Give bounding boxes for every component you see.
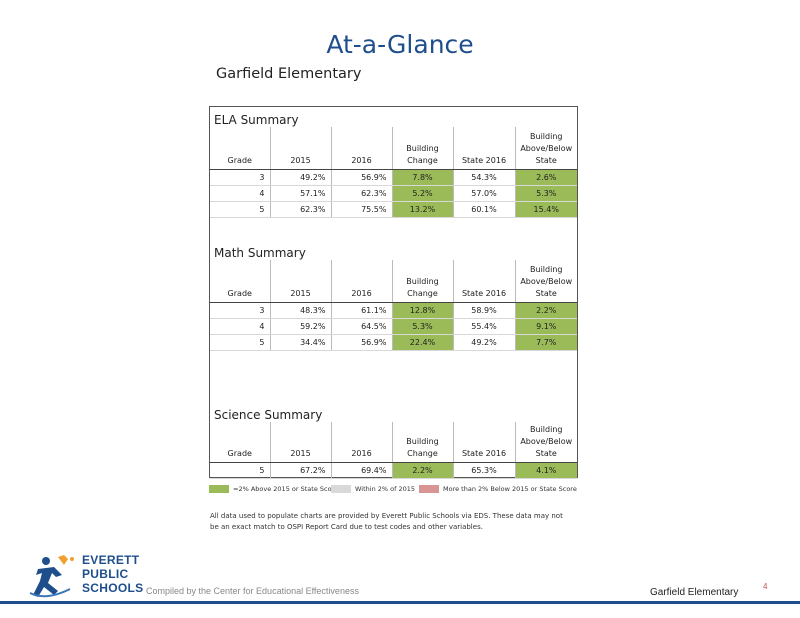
table-row: 4 59.2% 64.5% 5.3% 55.4% 9.1% xyxy=(210,318,577,335)
cell-change: 13.2% xyxy=(391,201,453,218)
school-name: Garfield Elementary xyxy=(216,66,362,82)
cell-grade: 3 xyxy=(210,302,270,319)
col-grade: Grade xyxy=(210,260,270,303)
col-2015: 2015 xyxy=(269,422,331,463)
cell-state: 57.0% xyxy=(452,185,515,202)
ela-summary-title: ELA Summary xyxy=(214,113,299,127)
table-row: 5 34.4% 56.9% 22.4% 49.2% 7.7% xyxy=(210,334,577,351)
cell-grade: 3 xyxy=(210,169,270,186)
col-above-below-state: Building Above/Below State xyxy=(514,127,577,170)
col-2016: 2016 xyxy=(330,260,392,303)
cell-2015: 62.3% xyxy=(269,201,331,218)
data-source-note: All data used to populate charts are pro… xyxy=(210,512,563,531)
col-state-2016: State 2016 xyxy=(452,422,515,463)
logo-line-everett: EVERETT xyxy=(82,553,140,567)
cell-2015: 57.1% xyxy=(269,185,331,202)
runner-icon xyxy=(29,555,74,598)
col-state-2016: State 2016 xyxy=(452,127,515,170)
cell-above-below: 15.4% xyxy=(514,201,577,218)
page-title: At-a-Glance xyxy=(326,30,474,59)
summary-panel: ELA Summary Grade 2015 2016 Building Cha… xyxy=(209,106,578,479)
col-grade: Grade xyxy=(210,422,270,463)
table-row: 5 62.3% 75.5% 13.2% 60.1% 15.4% xyxy=(210,201,577,218)
col-2015: 2015 xyxy=(269,127,331,170)
col-grade: Grade xyxy=(210,127,270,170)
legend-item-above: =2% Above 2015 or State Score xyxy=(209,485,338,493)
legend-label: Within 2% of 2015 xyxy=(355,485,416,493)
cell-change: 22.4% xyxy=(391,334,453,351)
legend-item-within: Within 2% of 2015 xyxy=(331,485,415,493)
cell-change: 2.2% xyxy=(391,462,453,479)
col-building-change: Building Change xyxy=(391,260,453,303)
footer-school-name: Garfield Elementary xyxy=(650,587,739,598)
legend-label: More than 2% Below 2015 or State Score xyxy=(443,485,577,493)
table-row: 4 57.1% 62.3% 5.2% 57.0% 5.3% xyxy=(210,185,577,202)
cell-change: 12.8% xyxy=(391,302,453,319)
cell-grade: 4 xyxy=(210,185,270,202)
cell-grade: 5 xyxy=(210,201,270,218)
table-row: 5 67.2% 69.4% 2.2% 65.3% 4.1% xyxy=(210,462,577,479)
cell-grade: 5 xyxy=(210,334,270,351)
col-building-change: Building Change xyxy=(391,422,453,463)
col-state-2016: State 2016 xyxy=(452,260,515,303)
cell-2015: 67.2% xyxy=(269,462,331,479)
legend-item-below: More than 2% Below 2015 or State Score xyxy=(419,485,577,493)
table-row: 3 49.2% 56.9% 7.8% 54.3% 2.6% xyxy=(210,169,577,186)
logo-line-public: PUBLIC xyxy=(82,567,129,581)
col-above-below-state: Building Above/Below State xyxy=(514,260,577,303)
cell-grade: 5 xyxy=(210,462,270,479)
cell-2015: 49.2% xyxy=(269,169,331,186)
cell-above-below: 4.1% xyxy=(514,462,577,479)
col-2015: 2015 xyxy=(269,260,331,303)
cell-2016: 69.4% xyxy=(330,462,392,479)
logo-line-schools: SCHOOLS xyxy=(82,581,144,595)
cell-2015: 59.2% xyxy=(269,318,331,335)
cell-above-below: 5.3% xyxy=(514,185,577,202)
cell-2016: 62.3% xyxy=(330,185,392,202)
ela-table: Grade 2015 2016 Building Change State 20… xyxy=(210,127,577,218)
page-number: 4 xyxy=(763,582,768,591)
legend-swatch xyxy=(419,485,439,493)
cell-2016: 56.9% xyxy=(330,169,392,186)
col-above-below-state: Building Above/Below State xyxy=(514,422,577,463)
legend-swatch xyxy=(331,485,351,493)
cell-above-below: 2.6% xyxy=(514,169,577,186)
cell-change: 5.2% xyxy=(391,185,453,202)
math-summary-title: Math Summary xyxy=(214,246,306,260)
cell-state: 49.2% xyxy=(452,334,515,351)
footer-divider xyxy=(0,601,800,604)
cell-2016: 61.1% xyxy=(330,302,392,319)
math-table: Grade 2015 2016 Building Change State 20… xyxy=(210,260,577,351)
cell-grade: 4 xyxy=(210,318,270,335)
cell-state: 60.1% xyxy=(452,201,515,218)
logo-wordmark: EVERETT PUBLIC SCHOOLS xyxy=(82,553,143,595)
cell-state: 65.3% xyxy=(452,462,515,479)
science-table: Grade 2015 2016 Building Change State 20… xyxy=(210,422,577,479)
col-building-change: Building Change xyxy=(391,127,453,170)
cell-state: 54.3% xyxy=(452,169,515,186)
cell-2015: 48.3% xyxy=(269,302,331,319)
cell-state: 58.9% xyxy=(452,302,515,319)
cell-above-below: 2.2% xyxy=(514,302,577,319)
compiled-by-text: Compiled by the Center for Educational E… xyxy=(146,586,359,596)
legend-swatch xyxy=(209,485,229,493)
cell-change: 7.8% xyxy=(391,169,453,186)
everett-public-schools-logo: EVERETT PUBLIC SCHOOLS xyxy=(28,553,143,603)
col-2016: 2016 xyxy=(330,422,392,463)
legend-label: =2% Above 2015 or State Score xyxy=(233,485,339,493)
cell-2016: 56.9% xyxy=(330,334,392,351)
cell-change: 5.3% xyxy=(391,318,453,335)
cell-2016: 64.5% xyxy=(330,318,392,335)
cell-above-below: 7.7% xyxy=(514,334,577,351)
science-summary-title: Science Summary xyxy=(214,408,323,422)
cell-2015: 34.4% xyxy=(269,334,331,351)
cell-2016: 75.5% xyxy=(330,201,392,218)
cell-state: 55.4% xyxy=(452,318,515,335)
table-row: 3 48.3% 61.1% 12.8% 58.9% 2.2% xyxy=(210,302,577,319)
col-2016: 2016 xyxy=(330,127,392,170)
cell-above-below: 9.1% xyxy=(514,318,577,335)
